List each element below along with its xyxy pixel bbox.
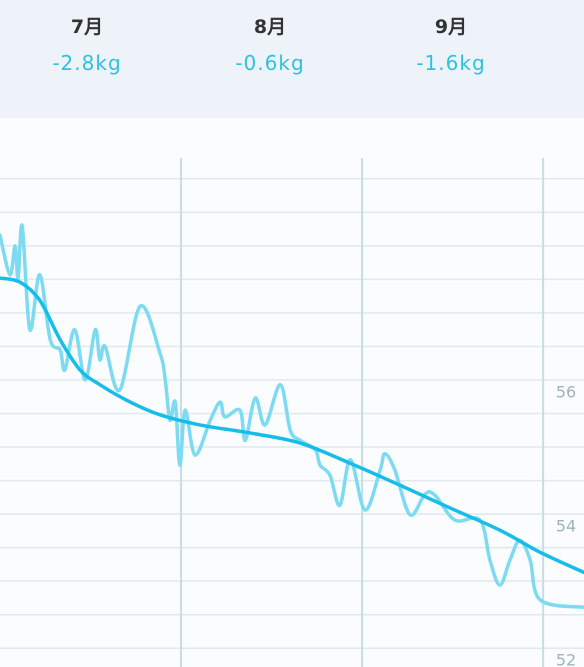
trend-line bbox=[0, 276, 584, 575]
month-label: 7月 bbox=[70, 16, 104, 38]
month-change: -0.6kg bbox=[235, 51, 305, 75]
month-summary: 7月 -2.8kg 8月 -0.6kg 9月 -1.6kg bbox=[0, 0, 584, 118]
month-change: -2.8kg bbox=[52, 51, 122, 75]
y-tick-label: 56 bbox=[556, 382, 576, 401]
y-tick-label: 52 bbox=[556, 651, 576, 667]
daily-weight-line bbox=[0, 223, 584, 610]
month-label: 9月 bbox=[434, 16, 468, 38]
y-tick-label: 54 bbox=[556, 517, 576, 536]
month-label: 8月 bbox=[253, 16, 287, 38]
plot-background bbox=[0, 118, 584, 667]
month-change: -1.6kg bbox=[416, 51, 486, 75]
